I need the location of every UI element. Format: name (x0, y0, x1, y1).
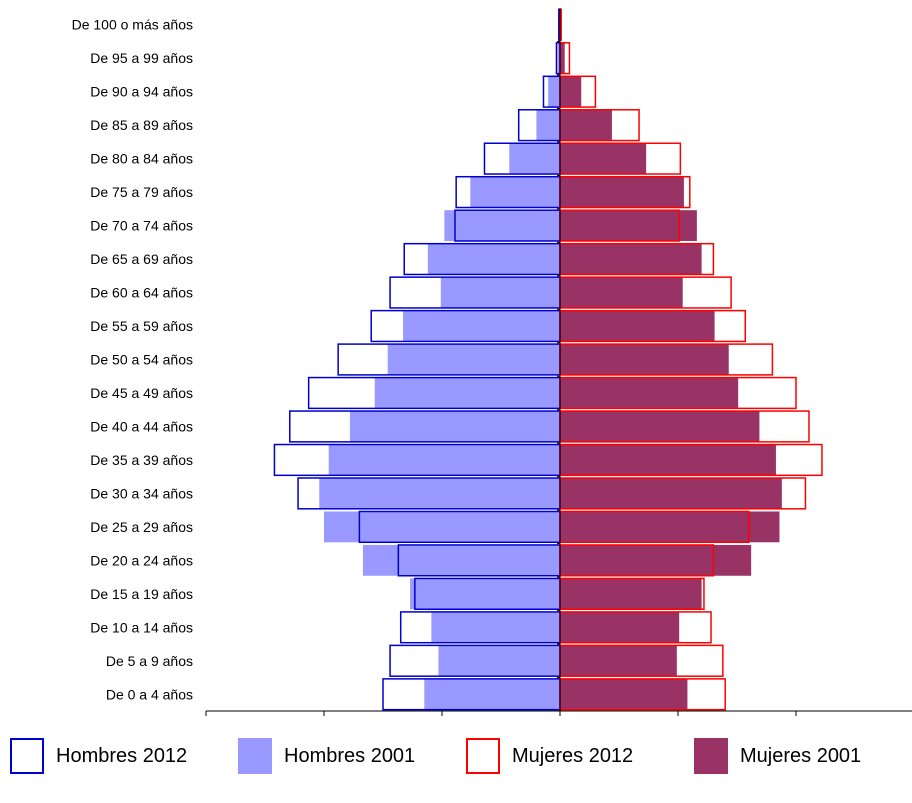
bar-hombres-2001-de-95-a-99-a-os (557, 42, 560, 74)
category-label-de-35-a-39-a-os: De 35 a 39 años (90, 452, 193, 468)
bar-hombres-2001-de-70-a-74-a-os (444, 210, 560, 241)
bar-hombres-2001-de-55-a-59-a-os (403, 310, 560, 342)
category-label-de-75-a-79-a-os: De 75 a 79 años (90, 184, 193, 200)
legend: Hombres 2012 Hombres 2001 Mujeres 2012 M… (0, 730, 912, 780)
legend-item-hombres-2001: Hombres 2001 (238, 738, 415, 774)
legend-item-mujeres-2001: Mujeres 2001 (694, 738, 861, 774)
bar-mujeres-2001-de-35-a-39-a-os (560, 444, 776, 476)
bars-group (273, 8, 823, 711)
bar-hombres-2001-de-65-a-69-a-os (427, 243, 560, 275)
bar-hombres-2001-de-75-a-79-a-os (470, 176, 560, 208)
bar-hombres-2001-de-50-a-54-a-os (387, 344, 560, 375)
population-pyramid-chart: 3210123 De 100 o más años De 95 a 99 años… (72, 8, 912, 716)
category-label-de-30-a-34-a-os: De 30 a 34 años (90, 485, 193, 501)
bar-hombres-2001-de-80-a-84-a-os (509, 143, 560, 175)
category-label-de-65-a-69-a-os: De 65 a 69 años (90, 251, 193, 267)
category-label-de-80-a-84-a-os: De 80 a 84 años (90, 151, 193, 167)
category-label-de-10-a-14-a-os: De 10 a 14 años (90, 619, 193, 635)
bar-hombres-2001-de-35-a-39-a-os (328, 444, 560, 476)
category-labels-group: De 100 o más años De 95 a 99 años De 90 a … (72, 17, 193, 703)
category-label-de-100-o-m-s-a-os: De 100 o más años (72, 17, 193, 33)
bar-mujeres-2001-de-85-a-89-a-os (560, 109, 612, 141)
bar-mujeres-2001-de-60-a-64-a-os (560, 277, 683, 308)
category-label-de-60-a-64-a-os: De 60 a 64 años (90, 285, 193, 301)
legend-swatch-hombres-2012 (10, 738, 44, 774)
legend-item-hombres-2012: Hombres 2012 (10, 738, 187, 774)
bar-mujeres-2001-de-20-a-24-a-os (560, 544, 752, 576)
bar-mujeres-2001-de-95-a-99-a-os (560, 42, 565, 74)
bar-mujeres-2001-de-10-a-14-a-os (560, 611, 680, 643)
category-label-de-90-a-94-a-os: De 90 a 94 años (90, 84, 193, 100)
bar-mujeres-2001-de-25-a-29-a-os (560, 511, 780, 543)
category-label-de-45-a-49-a-os: De 45 a 49 años (90, 385, 193, 401)
bar-hombres-2001-de-85-a-89-a-os (536, 109, 560, 141)
bar-hombres-2001-de-5-a-9-a-os (438, 645, 560, 677)
bar-hombres-2001-de-45-a-49-a-os (374, 377, 560, 409)
bar-mujeres-2001-de-15-a-19-a-os (560, 578, 702, 610)
bar-hombres-2001-de-60-a-64-a-os (440, 277, 560, 308)
bar-mujeres-2001-de-50-a-54-a-os (560, 344, 729, 375)
bar-hombres-2001-de-90-a-94-a-os (548, 76, 560, 108)
category-label-de-85-a-89-a-os: De 85 a 89 años (90, 117, 193, 133)
bar-hombres-2001-de-20-a-24-a-os (362, 544, 560, 576)
bar-mujeres-2001-de-45-a-49-a-os (560, 377, 739, 409)
legend-label-mujeres-2001: Mujeres 2001 (740, 744, 862, 767)
category-label-de-70-a-74-a-os: De 70 a 74 años (90, 218, 193, 234)
category-label-de-20-a-24-a-os: De 20 a 24 años (90, 552, 193, 568)
axes-group: 3210123 (205, 8, 912, 716)
bar-hombres-2001-de-40-a-44-a-os (349, 411, 560, 442)
bar-mujeres-2001-de-5-a-9-a-os (560, 645, 677, 677)
legend-swatch-hombres-2001 (238, 738, 272, 774)
bar-mujeres-2001-de-80-a-84-a-os (560, 143, 647, 175)
category-label-de-50-a-54-a-os: De 50 a 54 años (90, 352, 193, 368)
category-label-de-15-a-19-a-os: De 15 a 19 años (90, 586, 193, 602)
bar-hombres-2001-de-0-a-4-a-os (424, 678, 560, 710)
bar-hombres-2001-de-25-a-29-a-os (324, 511, 560, 543)
category-label-de-5-a-9-a-os: De 5 a 9 años (106, 653, 193, 669)
legend-label-hombres-2001: Hombres 2001 (284, 744, 416, 767)
legend-swatch-mujeres-2001 (694, 738, 728, 774)
bar-mujeres-2001-de-70-a-74-a-os (560, 210, 697, 241)
bar-mujeres-2001-de-0-a-4-a-os (560, 678, 688, 710)
category-label-de-0-a-4-a-os: De 0 a 4 años (106, 686, 193, 702)
category-label-de-95-a-99-a-os: De 95 a 99 años (90, 50, 193, 66)
bar-mujeres-2001-de-30-a-34-a-os (560, 478, 782, 509)
bar-mujeres-2001-de-40-a-44-a-os (560, 411, 760, 442)
category-label-de-55-a-59-a-os: De 55 a 59 años (90, 318, 193, 334)
bar-mujeres-2001-de-55-a-59-a-os (560, 310, 715, 342)
bar-hombres-2001-de-10-a-14-a-os (431, 611, 560, 643)
bar-hombres-2001-de-30-a-34-a-os (319, 478, 560, 509)
legend-item-mujeres-2012: Mujeres 2012 (466, 738, 633, 774)
category-label-de-40-a-44-a-os: De 40 a 44 años (90, 418, 193, 434)
category-label-de-25-a-29-a-os: De 25 a 29 años (90, 519, 193, 535)
bar-hombres-2001-de-15-a-19-a-os (410, 578, 560, 610)
bar-mujeres-2001-de-65-a-69-a-os (560, 243, 702, 275)
bar-mujeres-2001-de-75-a-79-a-os (560, 176, 684, 208)
bar-mujeres-2001-de-90-a-94-a-os (560, 76, 582, 108)
legend-swatch-mujeres-2012 (466, 738, 500, 774)
legend-label-hombres-2012: Hombres 2012 (56, 744, 188, 767)
legend-label-mujeres-2012: Mujeres 2012 (512, 744, 634, 767)
